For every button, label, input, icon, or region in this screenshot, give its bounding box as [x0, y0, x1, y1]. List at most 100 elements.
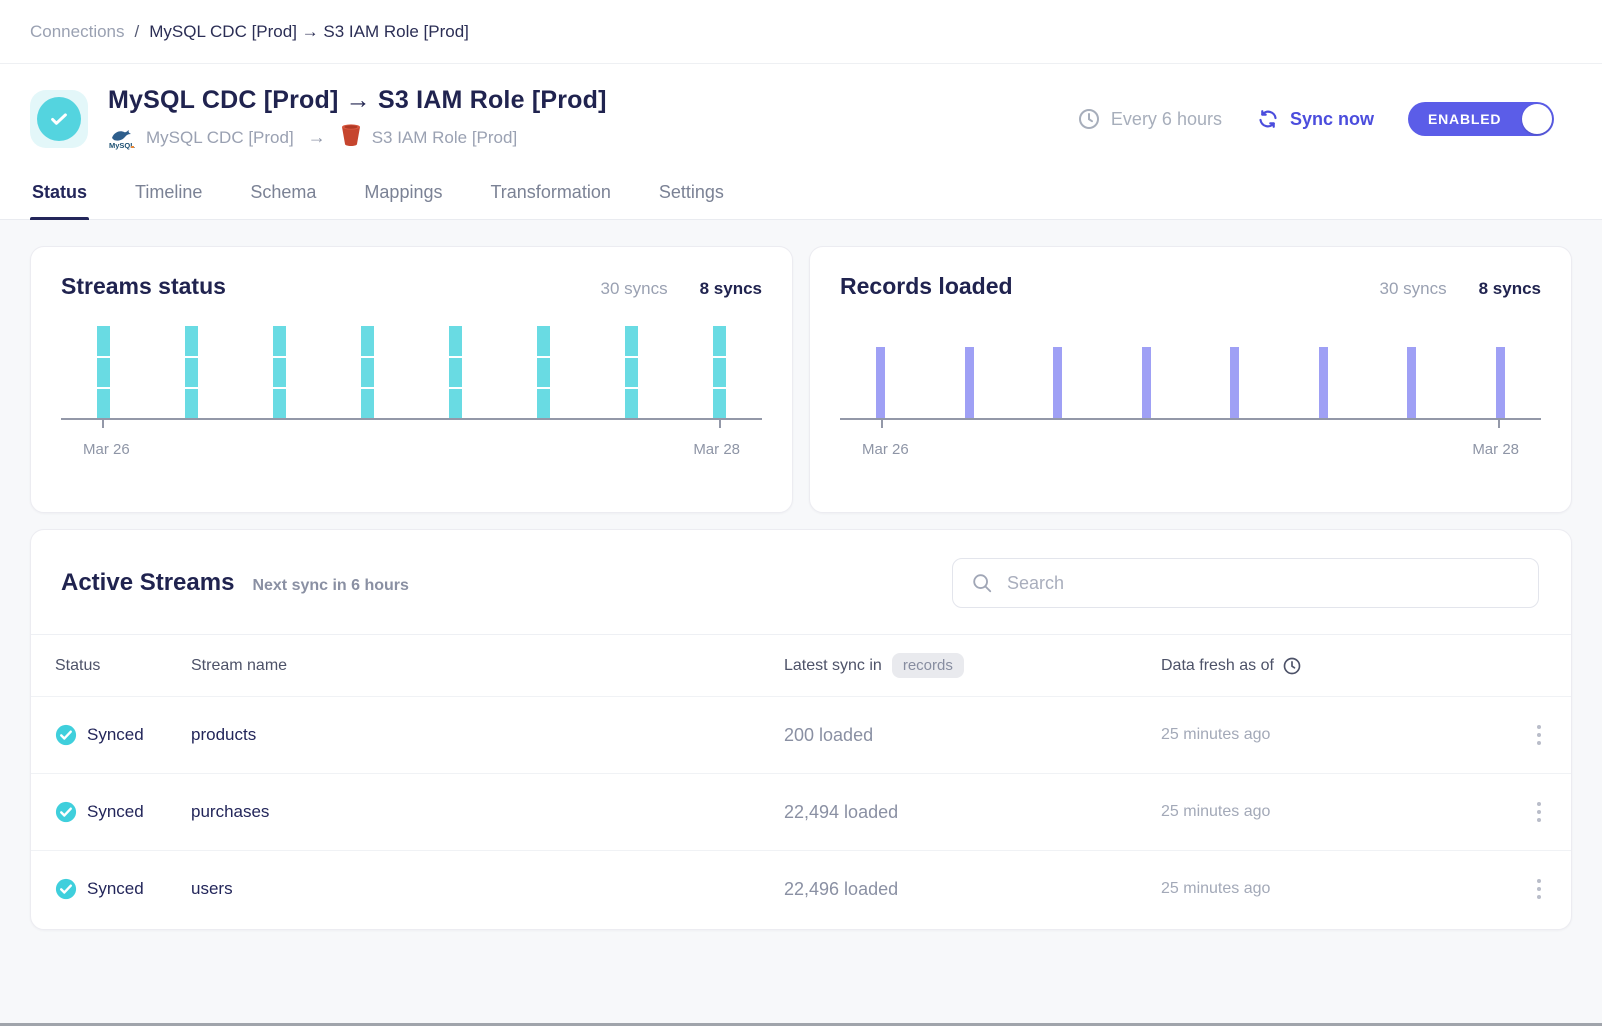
schedule-indicator: Every 6 hours	[1077, 107, 1222, 131]
axis-label-left: Mar 26	[862, 441, 909, 458]
header-controls: Every 6 hours Sync now ENABLED	[1077, 102, 1572, 136]
synced-check-icon	[55, 878, 77, 900]
streams-table-header: Status Stream name Latest sync in record…	[31, 634, 1571, 696]
records-loaded-card: Records loaded 30 syncs 8 syncs Mar 26 M…	[809, 246, 1572, 513]
table-row[interactable]: Synced users 22,496 loaded 25 minutes ag…	[31, 850, 1571, 927]
sync-now-button[interactable]: Sync now	[1256, 107, 1374, 131]
breadcrumb-separator: /	[134, 21, 140, 41]
column-data-fresh-label: Data fresh as of	[1161, 656, 1274, 674]
latest-sync-value: 22,496 loaded	[784, 878, 899, 899]
check-circle-icon	[37, 97, 81, 141]
active-streams-title: Active Streams	[61, 569, 235, 596]
status-badge: Synced	[87, 802, 144, 821]
chart-bar	[1407, 347, 1417, 419]
range-option-8-syncs[interactable]: 8 syncs	[1478, 279, 1541, 298]
latest-sync-value: 200 loaded	[784, 724, 874, 745]
connection-status-chip	[30, 90, 88, 148]
data-fresh-value: 25 minutes ago	[1161, 803, 1271, 820]
records-range-options: 30 syncs 8 syncs	[1380, 279, 1541, 299]
tab-settings[interactable]: Settings	[658, 182, 724, 202]
clock-icon	[1283, 657, 1301, 674]
stream-name: purchases	[191, 802, 270, 821]
sync-now-label: Sync now	[1289, 108, 1374, 129]
axis-tick-left	[881, 420, 883, 428]
chart-bar	[1230, 347, 1240, 419]
records-loaded-title: Records loaded	[840, 273, 1013, 299]
data-fresh-value: 25 minutes ago	[1161, 726, 1271, 743]
next-sync-label: Next sync in 6 hours	[252, 577, 409, 594]
search-icon	[973, 574, 992, 593]
connection-header: MySQL CDC [Prod] → S3 IAM Role [Prod] My…	[0, 64, 1602, 162]
bottom-edge	[0, 1023, 1602, 1026]
row-menu-button[interactable]	[1531, 796, 1547, 828]
data-fresh-value: 25 minutes ago	[1161, 880, 1271, 897]
axis-label-right: Mar 28	[1472, 441, 1519, 458]
chart-bar	[964, 347, 974, 419]
main-content: Streams status 30 syncs 8 syncs Mar 26 M…	[0, 220, 1602, 930]
destination-name[interactable]: S3 IAM Role [Prod]	[371, 127, 518, 147]
chart-bar	[449, 326, 462, 420]
active-streams-card: Active Streams Next sync in 6 hours Stat…	[30, 529, 1572, 930]
enabled-toggle[interactable]: ENABLED	[1408, 102, 1554, 136]
chart-bar	[713, 326, 726, 420]
arrow-icon: →	[307, 127, 326, 147]
synced-check-icon	[55, 724, 77, 746]
tabs-bar: Status Timeline Schema Mappings Transformati…	[0, 162, 1602, 220]
chart-bar	[876, 347, 885, 419]
axis-tick-right	[1498, 420, 1500, 428]
breadcrumb-connections-link[interactable]: Connections	[30, 21, 125, 41]
range-option-30-syncs[interactable]: 30 syncs	[1379, 279, 1447, 298]
streams-status-title: Streams status	[61, 273, 226, 299]
chart-bar	[1495, 347, 1505, 419]
chart-bar	[361, 326, 374, 420]
tab-timeline[interactable]: Timeline	[135, 182, 203, 202]
table-row[interactable]: Synced purchases 22,494 loaded 25 minute…	[31, 773, 1571, 850]
chart-bar	[1141, 347, 1151, 419]
axis-label-right: Mar 28	[693, 441, 740, 458]
clock-icon	[1078, 109, 1099, 129]
records-loaded-chart: Mar 26 Mar 28	[840, 326, 1541, 458]
s3-bucket-icon	[340, 123, 362, 152]
streams-bars	[61, 326, 762, 420]
axis-tick-left	[102, 420, 104, 428]
toggle-knob	[1522, 104, 1552, 134]
enabled-toggle-label: ENABLED	[1428, 111, 1502, 127]
search-box[interactable]	[952, 558, 1539, 608]
records-unit-badge[interactable]: records	[891, 653, 964, 678]
chart-bar	[273, 326, 286, 420]
connection-titles: MySQL CDC [Prod] → S3 IAM Role [Prod] My…	[108, 86, 1077, 152]
status-badge: Synced	[87, 725, 144, 744]
range-option-8-syncs[interactable]: 8 syncs	[699, 279, 762, 298]
breadcrumb: Connections / MySQL CDC [Prod] → S3 IAM …	[0, 0, 1602, 64]
column-latest-sync-label: Latest sync in	[784, 656, 882, 674]
records-bars	[840, 326, 1541, 419]
tab-mappings[interactable]: Mappings	[364, 182, 443, 202]
chart-bar	[97, 326, 110, 420]
tab-schema[interactable]: Schema	[250, 182, 317, 202]
row-menu-button[interactable]	[1531, 719, 1547, 751]
charts-row: Streams status 30 syncs 8 syncs Mar 26 M…	[30, 246, 1572, 513]
source-name[interactable]: MySQL CDC [Prod]	[146, 127, 294, 147]
chart-bar	[185, 326, 198, 420]
range-option-30-syncs[interactable]: 30 syncs	[600, 279, 668, 298]
chart-bar	[625, 326, 638, 420]
row-menu-button[interactable]	[1531, 873, 1547, 905]
axis-tick-right	[719, 420, 721, 428]
refresh-icon	[1259, 110, 1277, 128]
x-axis-line	[61, 418, 762, 420]
schedule-label: Every 6 hours	[1110, 108, 1222, 129]
chart-bar	[1053, 347, 1063, 419]
tab-transformation[interactable]: Transformation	[490, 182, 611, 202]
streams-range-options: 30 syncs 8 syncs	[601, 279, 762, 299]
tab-status[interactable]: Status	[30, 172, 90, 220]
chart-bar	[1318, 347, 1328, 419]
x-axis-line	[840, 418, 1541, 420]
svg-text:MySQL: MySQL	[109, 141, 135, 150]
column-stream-name: Stream name	[191, 656, 288, 674]
column-status: Status	[55, 656, 101, 674]
streams-status-chart: Mar 26 Mar 28	[61, 326, 762, 458]
table-row[interactable]: Synced products 200 loaded 25 minutes ag…	[31, 696, 1571, 773]
search-input[interactable]	[1007, 572, 1520, 594]
stream-name: products	[191, 725, 257, 744]
status-badge: Synced	[87, 879, 144, 898]
